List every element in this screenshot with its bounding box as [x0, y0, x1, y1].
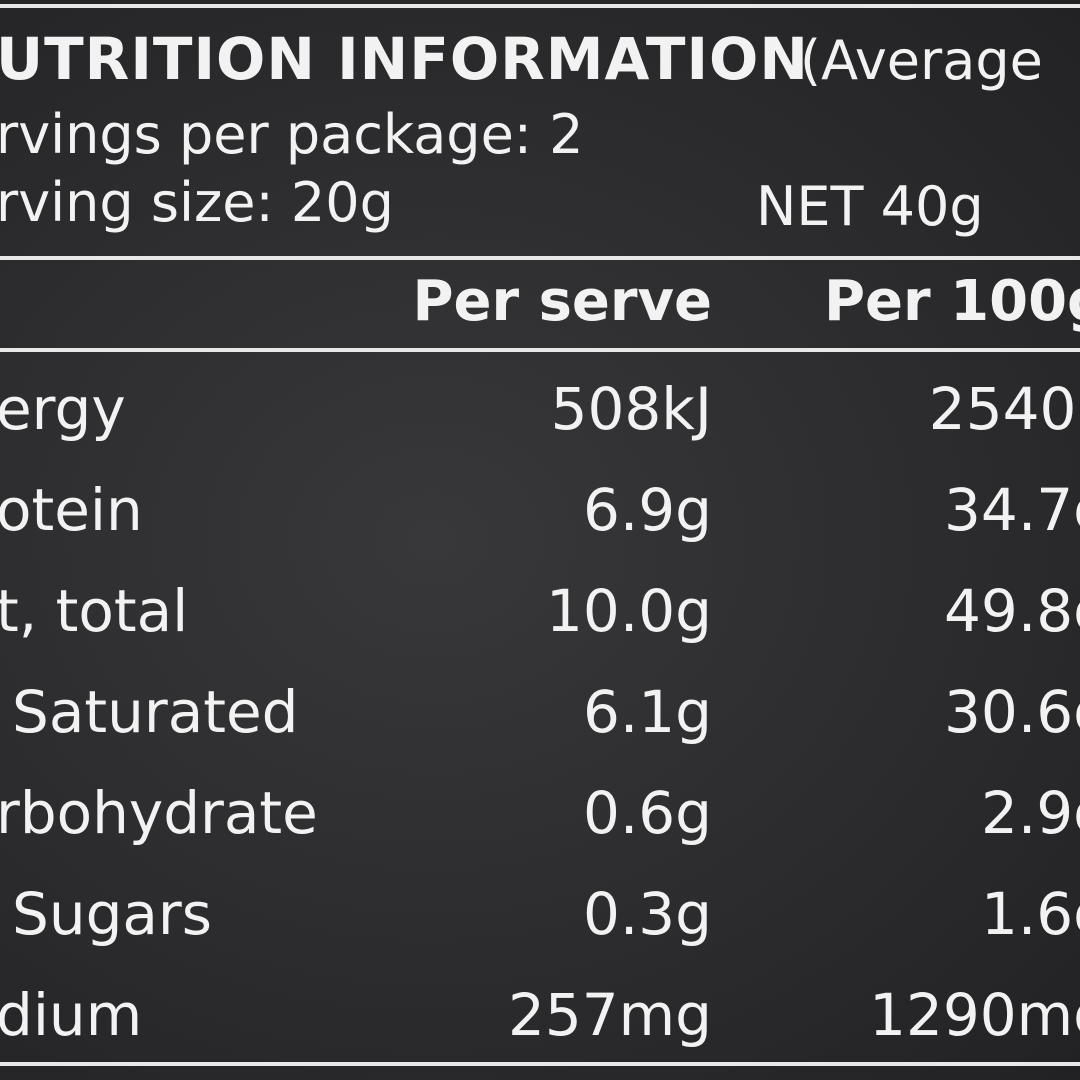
rule — [0, 4, 1080, 8]
row-label: rbohydrate — [0, 779, 318, 847]
rule — [0, 1062, 1080, 1066]
per-100g-value: 49.8g — [944, 577, 1080, 645]
rule — [0, 256, 1080, 260]
net-weight: NET 40g — [756, 175, 984, 238]
per-100g-value: 1.6g — [980, 880, 1080, 948]
per-100g-value: 34.7g — [944, 476, 1080, 544]
per-serve-value: 6.9g — [582, 476, 712, 544]
per-serve-value: 257mg — [507, 981, 712, 1049]
rule — [0, 348, 1080, 352]
row-label: Sugars — [12, 880, 212, 948]
per-serve-value: 10.0g — [546, 577, 712, 645]
per-100g-value: 2.9g — [980, 779, 1080, 847]
row-label: otein — [0, 476, 143, 544]
per-serve-value: 0.6g — [582, 779, 712, 847]
servings: rvings per package: 2 — [0, 103, 584, 166]
row-label: dium — [0, 981, 143, 1049]
serving-size: rving size: 20g — [0, 171, 394, 234]
per-100g-value: 2540k — [928, 375, 1080, 443]
column-header: Per 100g — [824, 269, 1080, 334]
row-label: Saturated — [12, 678, 299, 746]
per-100g-value: 1290mg — [869, 981, 1080, 1049]
row-label: t, total — [0, 577, 189, 645]
row-label: ergy — [0, 375, 126, 443]
per-serve-value: 508kJ — [550, 375, 712, 443]
per-serve-value: 0.3g — [582, 880, 712, 948]
title-suffix: (Average — [800, 29, 1043, 92]
per-100g-value: 30.6g — [944, 678, 1080, 746]
title: UTRITION INFORMATION — [0, 25, 809, 93]
per-serve-value: 6.1g — [582, 678, 712, 746]
column-header: Per serve — [412, 269, 712, 334]
